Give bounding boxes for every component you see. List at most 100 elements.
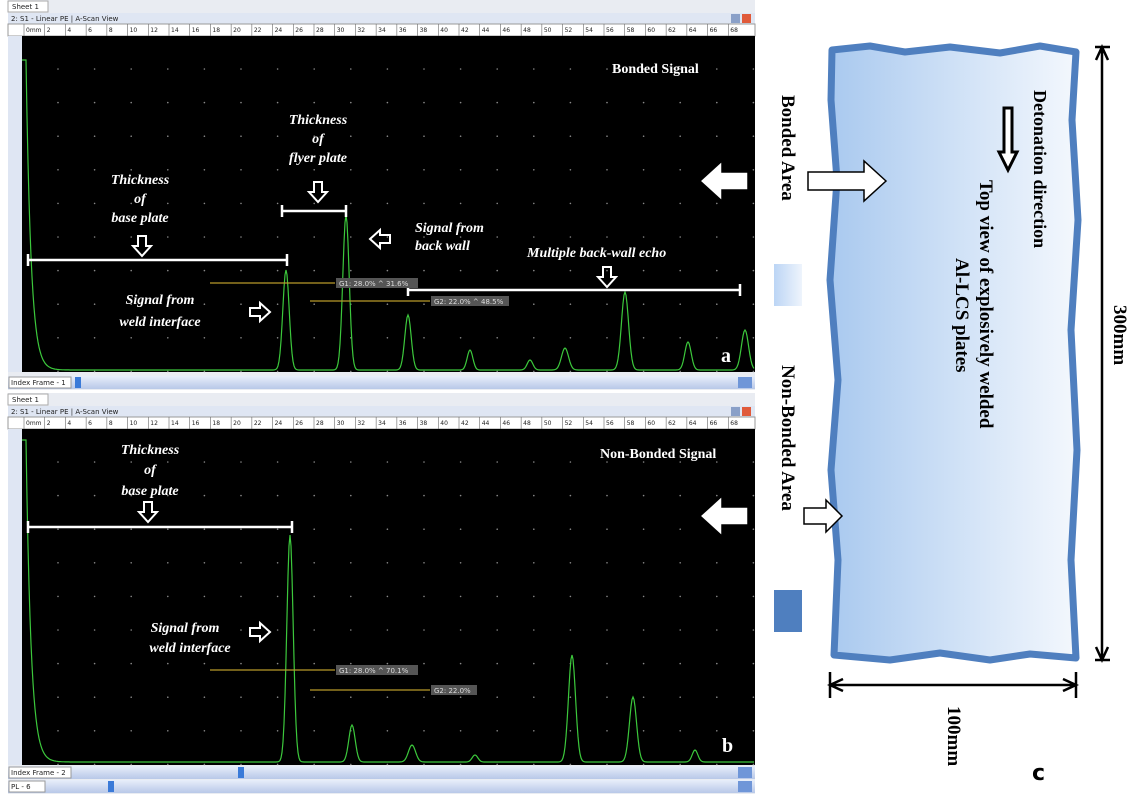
ruler-label: 38 xyxy=(420,27,428,34)
grid-dot xyxy=(570,764,572,766)
grid-dot xyxy=(313,696,315,698)
ruler-label: 48 xyxy=(523,27,531,34)
grid-dot xyxy=(496,629,498,631)
grid-dot xyxy=(130,596,132,598)
grid-dot xyxy=(167,135,169,137)
grid-dot xyxy=(204,730,206,732)
grid-dot xyxy=(423,135,425,137)
grid-dot xyxy=(533,337,535,339)
slider-thumb[interactable] xyxy=(238,767,244,778)
grid-dot xyxy=(204,371,206,373)
grid-dot xyxy=(570,461,572,463)
slider-end[interactable] xyxy=(738,377,752,388)
grid-dot xyxy=(753,730,755,732)
ruler-label: 48 xyxy=(523,420,531,427)
grid-dot xyxy=(167,461,169,463)
ruler-label: 0mm xyxy=(26,27,42,34)
grid-dot xyxy=(533,135,535,137)
grid-dot xyxy=(423,102,425,104)
grid-dot xyxy=(643,663,645,665)
grid-dot xyxy=(94,135,96,137)
grid-dot xyxy=(387,303,389,305)
window-button[interactable] xyxy=(731,407,740,416)
grid-dot xyxy=(57,528,59,530)
ruler-label: 14 xyxy=(171,27,179,34)
grid-dot xyxy=(570,203,572,205)
grid-dot xyxy=(643,371,645,373)
grid-dot xyxy=(753,203,755,205)
grid-dot xyxy=(496,730,498,732)
slider-end[interactable] xyxy=(738,767,752,778)
ruler-label: 40 xyxy=(440,27,448,34)
grid-dot xyxy=(204,337,206,339)
grid-dot xyxy=(94,696,96,698)
grid-dot xyxy=(716,371,718,373)
grid-dot xyxy=(204,270,206,272)
grid-dot xyxy=(570,629,572,631)
grid-dot xyxy=(533,102,535,104)
annotation: base plate xyxy=(111,211,168,226)
ruler-label: 46 xyxy=(502,27,510,34)
grid-dot xyxy=(716,135,718,137)
grid-dot xyxy=(496,102,498,104)
grid-dot xyxy=(606,730,608,732)
grid-dot xyxy=(350,461,352,463)
grid-dot xyxy=(496,461,498,463)
grid-dot xyxy=(643,495,645,497)
window-button[interactable] xyxy=(731,14,740,23)
grid-dot xyxy=(570,135,572,137)
grid-dot xyxy=(460,696,462,698)
grid-dot xyxy=(277,764,279,766)
slider-thumb[interactable] xyxy=(108,781,114,792)
grid-dot xyxy=(130,169,132,171)
grid-dot xyxy=(57,495,59,497)
grid-dot xyxy=(679,135,681,137)
grid-dot xyxy=(240,135,242,137)
grid-dot xyxy=(606,169,608,171)
grid-dot xyxy=(94,663,96,665)
grid-dot xyxy=(679,169,681,171)
grid-dot xyxy=(643,337,645,339)
grid-dot xyxy=(753,663,755,665)
grid-dot xyxy=(94,337,96,339)
grid-dot xyxy=(716,102,718,104)
grid-dot xyxy=(204,596,206,598)
grid-dot xyxy=(496,371,498,373)
annotation: base plate xyxy=(121,484,178,499)
grid-dot xyxy=(679,528,681,530)
grid-dot xyxy=(679,562,681,564)
annotation: Thickness xyxy=(289,113,348,128)
grid-dot xyxy=(570,337,572,339)
grid-dot xyxy=(167,68,169,70)
slider-thumb[interactable] xyxy=(75,377,81,388)
grid-dot xyxy=(753,68,755,70)
grid-dot xyxy=(57,68,59,70)
ruler-label: 60 xyxy=(647,420,655,427)
grid-dot xyxy=(240,495,242,497)
grid-dot xyxy=(460,135,462,137)
grid-dot xyxy=(533,663,535,665)
grid-dot xyxy=(130,764,132,766)
grid-dot xyxy=(423,270,425,272)
grid-dot xyxy=(130,135,132,137)
grid-dot xyxy=(643,730,645,732)
grid-dot xyxy=(204,303,206,305)
grid-dot xyxy=(94,303,96,305)
grid-dot xyxy=(130,371,132,373)
slider-end[interactable] xyxy=(738,781,752,792)
grid-dot xyxy=(460,629,462,631)
grid-dot xyxy=(679,696,681,698)
grid-dot xyxy=(753,303,755,305)
grid-dot xyxy=(240,730,242,732)
grid-dot xyxy=(277,169,279,171)
grid-dot xyxy=(277,596,279,598)
grid-dot xyxy=(753,696,755,698)
grid-dot xyxy=(240,102,242,104)
grid-dot xyxy=(387,629,389,631)
index-frame-label: Index Frame - 2 xyxy=(11,769,66,777)
ruler-label: 34 xyxy=(378,420,386,427)
grid-dot xyxy=(277,730,279,732)
close-button[interactable] xyxy=(742,14,751,23)
annotation: Signal from xyxy=(126,293,195,308)
close-button[interactable] xyxy=(742,407,751,416)
